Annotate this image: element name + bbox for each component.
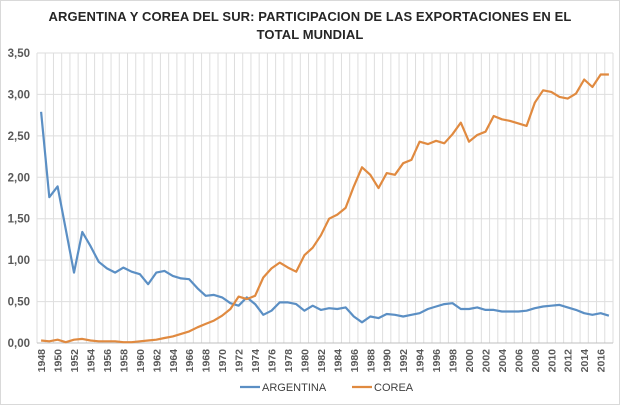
legend-label-corea: COREA: [374, 382, 414, 394]
y-tick-label: 2,00: [8, 172, 30, 184]
y-tick-label: 1,00: [8, 255, 30, 267]
x-tick-label: 1978: [283, 349, 295, 373]
gridlines: [36, 52, 614, 344]
x-tick-label: 1974: [250, 349, 262, 373]
y-tick-label: 0,00: [8, 338, 30, 350]
x-tick-label: 1968: [201, 349, 213, 373]
x-tick-label: 2004: [497, 349, 509, 373]
x-tick-label: 2012: [563, 349, 575, 373]
x-tick-label: 1998: [448, 349, 460, 373]
x-axis-ticks: 1948 1950 1952 1954 1956 1958 1960 1962 1964 1966…: [36, 349, 608, 373]
chart-title-line2: TOTAL MUNDIAL: [256, 27, 364, 42]
x-tick-label: 1962: [151, 349, 163, 373]
y-axis-ticks: 0,00 0,50 1,00 1,50 2,00 2,50 3,00 3,50: [8, 48, 30, 350]
x-tick-label: 2000: [464, 349, 476, 373]
x-tick-label: 1950: [53, 349, 65, 373]
x-tick-label: 1992: [398, 349, 410, 373]
y-tick-label: 3,00: [8, 89, 30, 101]
x-tick-label: 1990: [382, 349, 394, 373]
y-tick-label: 3,50: [8, 48, 30, 60]
x-tick-label: 2008: [530, 349, 542, 373]
series-line-corea: [40, 73, 609, 344]
x-tick-label: 2010: [546, 349, 558, 373]
x-tick-label: 1964: [168, 349, 180, 373]
x-tick-label: 1966: [184, 349, 196, 373]
x-tick-label: 1948: [36, 349, 48, 373]
series-line-argentina: [40, 111, 610, 324]
x-tick-label: 1952: [69, 349, 81, 373]
x-tick-label: 2006: [513, 349, 525, 373]
x-tick-label: 1960: [135, 349, 147, 373]
x-tick-label: 1982: [316, 349, 328, 373]
y-tick-label: 0,50: [8, 297, 30, 309]
x-tick-label: 1984: [332, 349, 344, 373]
x-tick-label: 1958: [118, 349, 130, 373]
x-tick-label: 1972: [234, 349, 246, 373]
x-tick-label: 1996: [431, 349, 443, 373]
legend-label-argentina: ARGENTINA: [262, 382, 327, 394]
x-tick-label: 1956: [102, 349, 114, 373]
x-tick-label: 1976: [267, 349, 279, 373]
legend: ARGENTINA COREA: [240, 382, 414, 394]
x-tick-label: 1954: [85, 349, 97, 373]
x-tick-label: 1980: [299, 349, 311, 373]
x-tick-label: 1970: [217, 349, 229, 373]
x-tick-label: 2002: [480, 349, 492, 373]
chart-title-line1: ARGENTINA Y COREA DEL SUR: PARTICIPACION…: [48, 9, 572, 24]
x-tick-label: 2016: [596, 349, 608, 373]
series-lines: [40, 73, 610, 344]
x-tick-label: 1986: [349, 349, 361, 373]
y-tick-label: 1,50: [8, 214, 30, 226]
x-tick-label: 2014: [579, 349, 591, 373]
y-tick-label: 2,50: [8, 131, 30, 143]
x-tick-label: 1988: [365, 349, 377, 373]
x-tick-label: 1994: [415, 349, 427, 373]
